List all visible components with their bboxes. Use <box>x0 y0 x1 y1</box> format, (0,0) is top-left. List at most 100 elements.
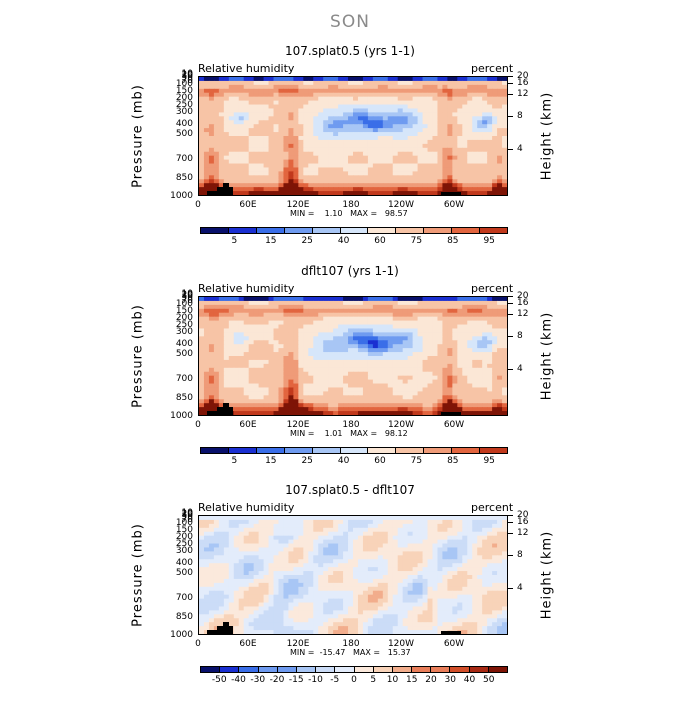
contour-cell <box>452 104 458 110</box>
contour-cell <box>218 183 225 188</box>
contour-cell <box>362 84 369 90</box>
contour-cell <box>392 143 399 149</box>
contour-cell <box>452 171 458 176</box>
contour-cell <box>313 84 319 90</box>
contour-cell <box>278 535 285 541</box>
contour-cell <box>353 80 359 86</box>
contour-cell <box>318 155 324 161</box>
contour-cell <box>328 116 334 121</box>
contour-cell <box>387 104 394 110</box>
contour-cell <box>348 363 354 369</box>
contour-cell <box>382 391 389 396</box>
contour-cell <box>228 143 235 149</box>
contour-cell <box>422 316 429 322</box>
contour-cell <box>318 543 324 549</box>
contour-cell <box>427 324 434 330</box>
contour-cell <box>417 407 424 412</box>
contour-cell <box>382 151 389 157</box>
contour-cell <box>367 100 374 106</box>
contour-cell <box>437 191 444 195</box>
contour-cell <box>293 183 299 188</box>
contour-cell <box>437 543 444 549</box>
contour-cell <box>208 539 215 545</box>
contour-cell <box>457 308 463 314</box>
contour-cell <box>303 332 309 337</box>
contour-cell <box>487 571 493 576</box>
contour-cell <box>427 124 434 129</box>
contour-cell <box>323 124 329 129</box>
contour-cell <box>462 527 468 533</box>
contour-cell <box>303 104 309 110</box>
contour-cell <box>203 363 210 369</box>
contour-cell <box>293 191 299 195</box>
contour-cell <box>502 320 507 326</box>
contour-cell <box>442 167 448 172</box>
contour-cell <box>318 316 324 322</box>
contour-cell <box>412 371 419 377</box>
contour-cell <box>487 308 493 314</box>
contour-cell <box>273 147 280 153</box>
contour-cell <box>283 183 290 188</box>
contour-cell <box>278 407 285 412</box>
contour-cell <box>223 367 230 373</box>
contour-cell <box>328 80 334 86</box>
contour-cell <box>407 120 414 125</box>
contour-cell <box>462 519 468 525</box>
contour-cell <box>273 139 280 145</box>
contour-cell <box>412 578 419 584</box>
contour-cell <box>452 555 458 560</box>
contour-cell <box>427 547 434 552</box>
contour-cell <box>397 399 404 404</box>
contour-cell <box>258 116 265 121</box>
contour-cell <box>218 77 225 82</box>
contour-cell <box>323 555 329 560</box>
contour-cell <box>457 391 463 396</box>
contour-cell <box>253 84 260 90</box>
contour-cell <box>278 411 285 415</box>
contour-cell <box>407 132 414 137</box>
contour-cell <box>308 359 314 365</box>
contour-cell <box>208 356 215 361</box>
contour-cell <box>258 159 265 165</box>
contour-cell <box>492 316 498 322</box>
contour-cell <box>313 139 319 145</box>
contour-cell <box>348 308 354 314</box>
contour-cell <box>208 179 215 184</box>
contour-cell <box>328 312 334 318</box>
height-tick-mark <box>508 76 513 77</box>
contour-cell <box>228 328 235 333</box>
contour-cell <box>273 535 280 541</box>
contour-cell <box>397 543 404 549</box>
contour-cell <box>253 571 260 576</box>
contour-cell <box>357 324 364 330</box>
contour-cell <box>353 407 359 412</box>
contour-cell <box>482 379 488 385</box>
contour-cell <box>467 171 473 176</box>
contour-cell <box>248 344 255 349</box>
contour-cell <box>288 352 294 357</box>
contour-cell <box>318 586 324 592</box>
contour-cell <box>318 320 324 326</box>
contour-cell <box>353 77 359 82</box>
contour-cell <box>208 312 215 318</box>
contour-cell <box>248 155 255 161</box>
contour-cell <box>462 132 468 137</box>
contour-cell <box>382 516 389 521</box>
contour-cell <box>432 395 439 400</box>
contour-cell <box>467 551 473 556</box>
contour-cell <box>447 88 453 94</box>
contour-cell <box>213 586 220 592</box>
contour-cell <box>238 352 245 357</box>
contour-cell <box>243 539 250 545</box>
contour-cell <box>273 96 280 102</box>
contour-cell <box>417 324 424 330</box>
contour-cell <box>432 567 439 572</box>
contour-cell <box>238 575 245 580</box>
contour-cell <box>233 336 240 341</box>
contour-cell <box>348 191 354 195</box>
contour-cell <box>382 175 389 180</box>
contour-cell <box>268 328 275 333</box>
contour-cell <box>502 547 507 552</box>
contour-cell <box>487 348 493 353</box>
contour-cell <box>353 539 359 545</box>
